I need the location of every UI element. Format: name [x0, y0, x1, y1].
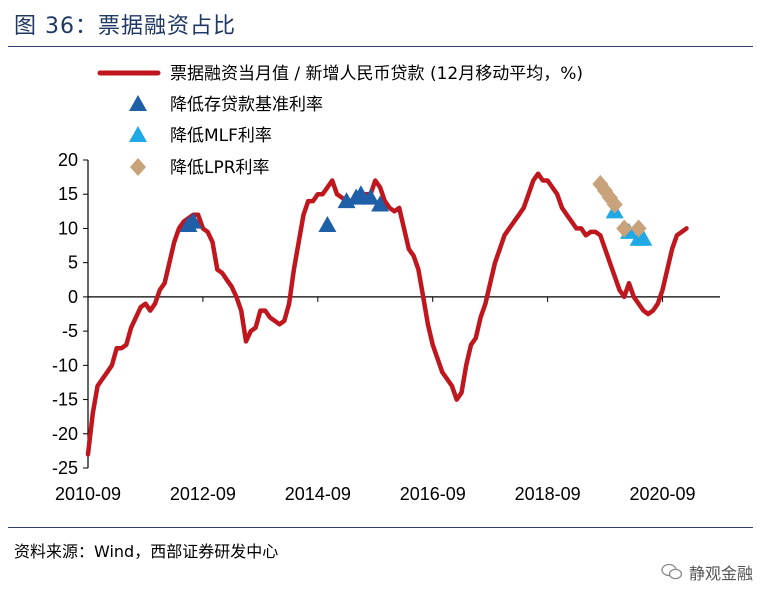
legend-label: 降低MLF利率	[170, 126, 272, 146]
legend-lpr-swatch	[130, 158, 146, 176]
rrr-cut-marker	[371, 195, 390, 212]
legend-label: 降低存贷款基准利率	[170, 95, 323, 115]
top-rule	[8, 46, 753, 47]
x-tick-label: 2016-09	[400, 484, 466, 504]
legend-mlf-swatch	[129, 126, 147, 142]
y-tick-label: 0	[68, 287, 78, 307]
wechat-icon	[661, 563, 683, 580]
y-tick-label: 20	[58, 150, 78, 170]
source-note: 资料来源：Wind，西部证券研发中心	[14, 542, 279, 561]
y-tick-label: 15	[58, 184, 78, 204]
bottom-rule	[8, 527, 753, 528]
x-tick-label: 2020-09	[630, 484, 696, 504]
watermark: 静观金融	[661, 560, 753, 584]
legend-label: 降低LPR利率	[170, 158, 270, 178]
y-tick-label: -15	[52, 390, 78, 410]
series-line	[85, 171, 689, 457]
rrr-cut-marker	[184, 212, 203, 229]
y-tick-label: -10	[52, 355, 78, 375]
lpr-cut-marker	[616, 219, 633, 238]
legend-rrr-swatch	[129, 95, 147, 111]
y-tick-label: -20	[52, 424, 78, 444]
y-tick-label: 5	[68, 253, 78, 273]
x-tick-label: 2010-09	[55, 484, 121, 504]
y-tick-label: -25	[52, 458, 78, 478]
y-tick-label: 10	[58, 218, 78, 238]
figure-title: 图 36：票据融资占比	[14, 14, 236, 39]
rrr-cut-marker	[318, 216, 337, 233]
lpr-cut-marker	[630, 219, 647, 238]
x-tick-label: 2012-09	[170, 484, 236, 504]
lpr-cut-marker	[606, 195, 623, 214]
x-tick-label: 2018-09	[515, 484, 581, 504]
y-tick-label: -5	[62, 321, 78, 341]
rrr-cut-marker	[361, 188, 380, 205]
rrr-cut-marker	[351, 185, 370, 202]
x-tick-label: 2014-09	[285, 484, 351, 504]
watermark-text: 静观金融	[688, 564, 753, 583]
mlf-cut-marker	[634, 229, 653, 246]
legend-label: 票据融资当月值 / 新增人民币贷款 (12月移动平均，%)	[170, 64, 583, 84]
